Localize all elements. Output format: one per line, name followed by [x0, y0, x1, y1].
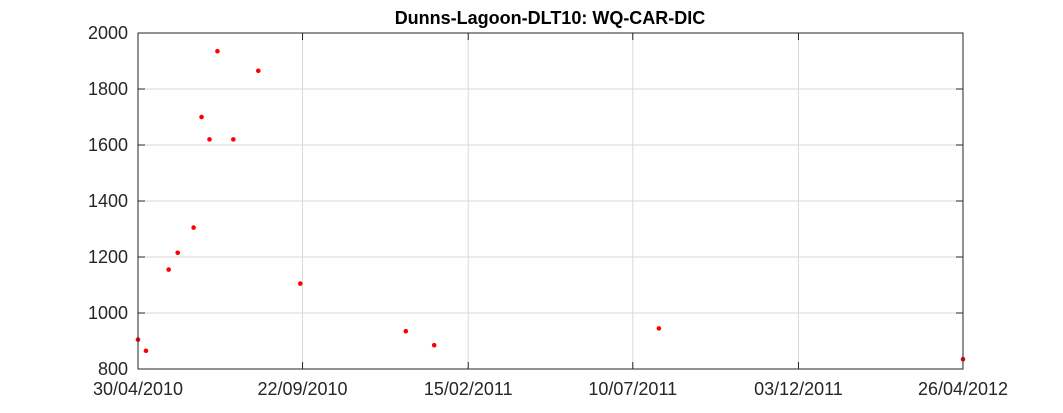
data-point	[143, 348, 149, 354]
data-point	[656, 326, 662, 331]
data-point	[175, 250, 181, 256]
tick-layer	[137, 32, 964, 370]
data-point	[297, 281, 303, 286]
y-tick-label: 1000	[88, 303, 128, 323]
y-tick-label: 2000	[88, 23, 128, 43]
data-point	[207, 137, 212, 142]
y-tick-label: 800	[98, 359, 128, 379]
y-tick-label: 1200	[88, 247, 128, 267]
x-tick-label: 03/12/2011	[754, 379, 843, 399]
y-tick-label: 1800	[88, 79, 128, 99]
x-tick-label: 15/02/2011	[424, 379, 513, 399]
data-point	[431, 342, 437, 348]
data-point	[403, 328, 409, 334]
data-point	[191, 225, 196, 230]
x-tick-label: 10/07/2011	[588, 379, 677, 399]
data-point	[199, 114, 204, 120]
grid-layer	[138, 33, 963, 369]
x-tick-label: 22/09/2010	[257, 379, 347, 399]
y-tick-label: 1600	[88, 135, 128, 155]
data-point	[255, 68, 261, 74]
data-layer	[135, 48, 966, 362]
chart-title: Dunns-Lagoon-DLT10: WQ-CAR-DIC	[395, 8, 706, 28]
x-tick-label: 26/04/2012	[918, 379, 1008, 399]
label-layer: 800 1000 1200 1400 1600 1800 2000 30/04/2010 22/…	[88, 23, 1008, 399]
data-point	[215, 48, 220, 54]
x-tick-label: 30/04/2010	[93, 379, 183, 399]
data-point	[166, 267, 171, 272]
data-point	[231, 137, 236, 142]
y-tick-label: 1400	[88, 191, 128, 211]
